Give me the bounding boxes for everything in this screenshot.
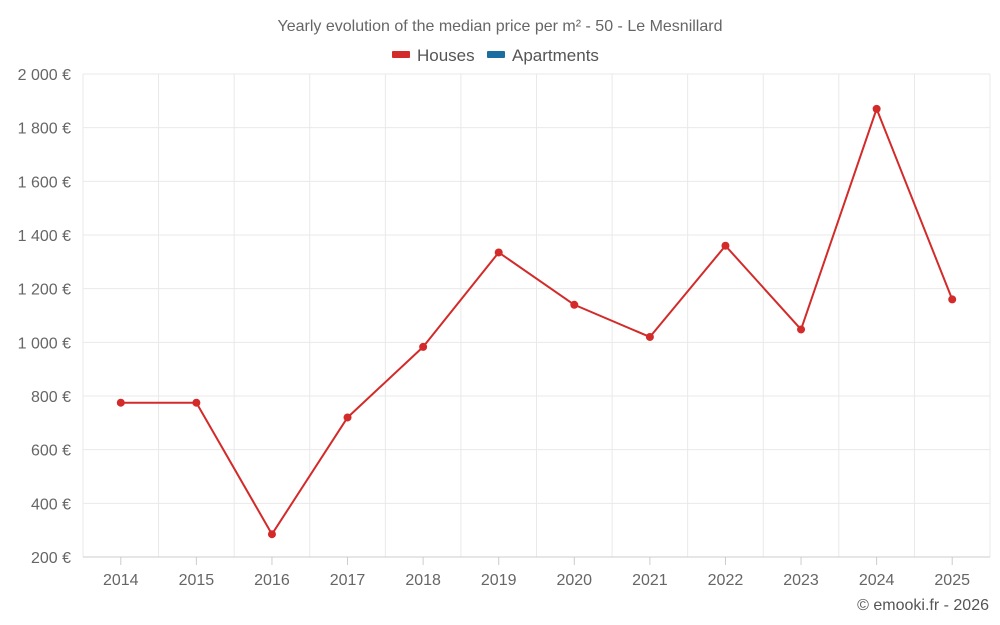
x-tick-label: 2023 [783,572,819,589]
x-gridlines [82,74,991,557]
legend-item-houses[interactable]: Houses [392,46,475,65]
data-point[interactable] [343,413,352,422]
data-point[interactable] [419,342,428,351]
x-tick-label: 2016 [254,572,290,589]
legend-swatch-apartments [487,51,505,58]
y-tick-label: 1 800 € [18,121,71,138]
data-point[interactable] [570,300,579,309]
credit-text: © emooki.fr - 2026 [857,597,989,614]
x-tick-label: 2018 [405,572,441,589]
x-axis-ticks: 2014 2015 2016 2017 2018 2019 2020 2021 2022 2023… [103,557,970,589]
legend-item-apartments[interactable]: Apartments [487,46,599,65]
y-tick-label: 2 000 € [18,67,71,84]
data-point[interactable] [494,248,503,257]
y-tick-label: 1 400 € [18,228,71,245]
data-point[interactable] [267,530,276,539]
x-tick-label: 2024 [859,572,895,589]
y-tick-label: 1 000 € [18,335,71,352]
x-tick-label: 2022 [708,572,744,589]
data-point[interactable] [192,398,201,407]
x-tick-label: 2014 [103,572,139,589]
legend: Houses Apartments [392,46,599,65]
y-axis-ticks: 200 € 400 € 600 € 800 € 1 000 € 1 200 € 1 400 … [18,67,71,567]
x-tick-label: 2020 [556,572,592,589]
x-tick-label: 2015 [179,572,215,589]
data-point[interactable] [116,398,125,407]
data-point[interactable] [721,241,730,250]
x-tick-label: 2025 [934,572,970,589]
data-point[interactable] [872,104,881,113]
y-tick-label: 1 600 € [18,174,71,191]
data-point[interactable] [645,332,654,341]
y-tick-label: 200 € [31,550,71,567]
x-tick-label: 2017 [330,572,366,589]
chart-title: Yearly evolution of the median price per… [278,18,723,35]
data-point[interactable] [797,325,806,334]
series-houses [116,104,957,539]
legend-label-houses: Houses [417,46,475,65]
series-line-houses [120,107,954,536]
y-tick-label: 600 € [31,443,71,460]
y-tick-label: 1 200 € [18,282,71,299]
legend-swatch-houses [392,51,410,58]
y-tick-label: 400 € [31,496,71,513]
x-tick-label: 2021 [632,572,668,589]
legend-label-apartments: Apartments [512,46,599,65]
data-point[interactable] [948,295,957,304]
y-tick-label: 800 € [31,389,71,406]
x-tick-label: 2019 [481,572,517,589]
